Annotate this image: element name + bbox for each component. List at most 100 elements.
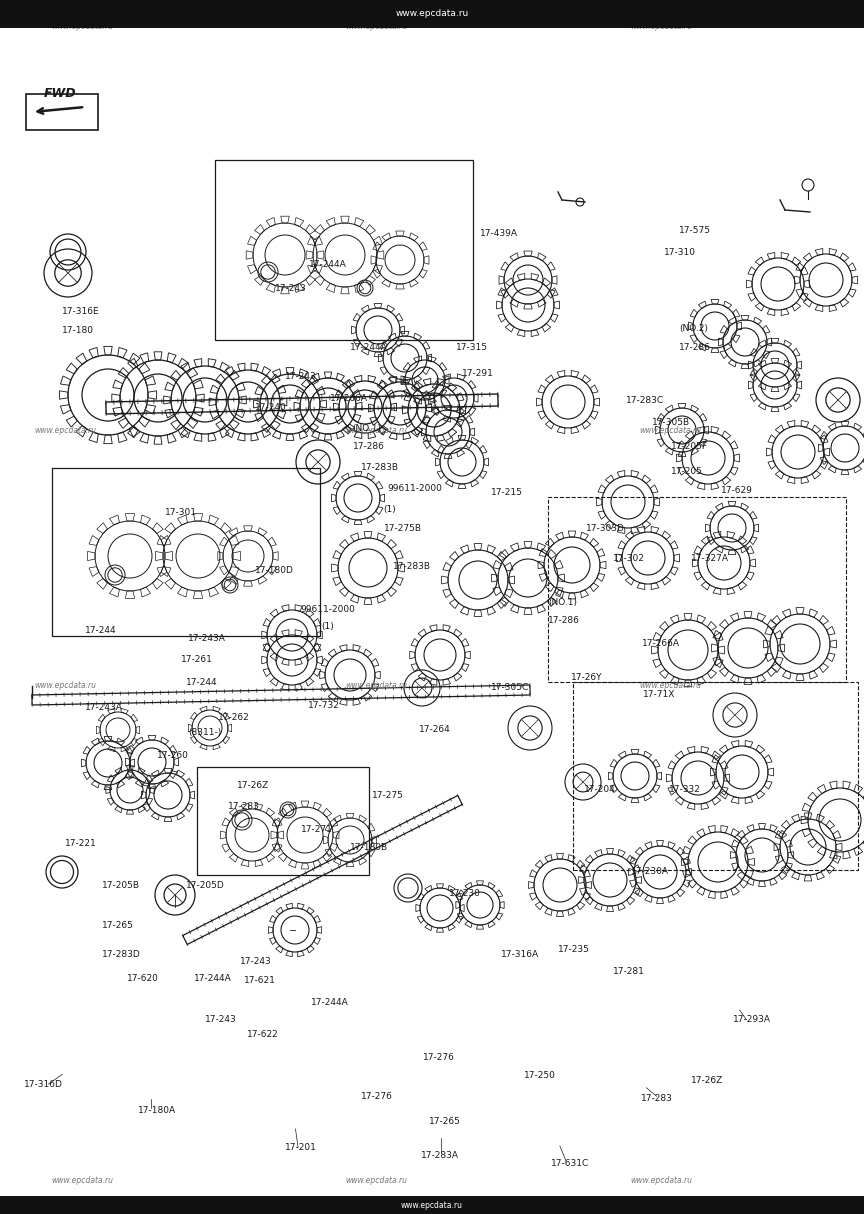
Text: (1): (1)	[321, 622, 334, 631]
Text: 17-293A: 17-293A	[733, 1015, 771, 1025]
Text: 17-221: 17-221	[65, 839, 97, 849]
Text: 17-240: 17-240	[255, 403, 287, 413]
Text: 17-286: 17-286	[679, 342, 711, 352]
Text: 17-244: 17-244	[85, 625, 117, 635]
Text: 17-332: 17-332	[669, 784, 701, 794]
Text: 17-271: 17-271	[301, 824, 333, 834]
Text: www.epcdata.ru: www.epcdata.ru	[346, 426, 408, 436]
Text: 17-283: 17-283	[228, 801, 260, 811]
Text: 17-243: 17-243	[240, 957, 272, 966]
Text: 17-283: 17-283	[641, 1094, 673, 1104]
Text: 17-275B: 17-275B	[384, 523, 422, 533]
Text: 17-230: 17-230	[449, 889, 481, 898]
Bar	[197, 767, 369, 875]
Text: www.epcdata.ru: www.epcdata.ru	[346, 681, 408, 691]
Text: 17-265: 17-265	[429, 1117, 461, 1127]
Text: 17-631C: 17-631C	[551, 1158, 589, 1168]
Text: 17-243: 17-243	[275, 284, 307, 294]
Text: 17-266A: 17-266A	[642, 639, 680, 648]
Text: 17-275: 17-275	[372, 790, 403, 800]
Text: 17-235: 17-235	[558, 944, 590, 954]
Text: 17-201: 17-201	[285, 1142, 317, 1152]
Text: 17-260: 17-260	[157, 750, 189, 760]
Text: 17-250: 17-250	[524, 1071, 556, 1080]
Text: 17-327A: 17-327A	[691, 554, 729, 563]
Text: (1): (1)	[384, 505, 397, 515]
Text: 17-26Y: 17-26Y	[571, 673, 602, 682]
Text: 17-620: 17-620	[127, 974, 159, 983]
Text: (8311-): (8311-)	[188, 727, 221, 737]
Bar	[52, 469, 320, 636]
Text: FWD: FWD	[44, 87, 76, 100]
Text: 17-621: 17-621	[244, 976, 276, 986]
Text: 17-205F: 17-205F	[670, 442, 708, 452]
Text: 17-301: 17-301	[165, 507, 197, 517]
Text: 17-283D: 17-283D	[102, 949, 141, 959]
Text: 17-180B: 17-180B	[350, 843, 388, 852]
Text: www.epcdata.ru: www.epcdata.ru	[639, 426, 702, 436]
Text: 17-244: 17-244	[186, 677, 218, 687]
Text: www.epcdata.ru: www.epcdata.ru	[631, 22, 693, 32]
Text: 17-732: 17-732	[308, 700, 340, 710]
Text: 17-262: 17-262	[218, 713, 250, 722]
Text: www.epcdata.ru: www.epcdata.ru	[639, 681, 702, 691]
Bar	[0, 0, 864, 28]
Bar	[215, 160, 473, 340]
Text: (NO.1): (NO.1)	[548, 597, 577, 607]
Text: 17-266A: 17-266A	[330, 393, 368, 403]
Text: 99611-2000: 99611-2000	[301, 605, 356, 614]
Text: 17-305B: 17-305B	[651, 418, 689, 427]
Text: 17-316A: 17-316A	[501, 949, 539, 959]
Text: 17-439A: 17-439A	[480, 228, 518, 238]
Text: 17-205B: 17-205B	[102, 880, 140, 890]
Bar	[573, 682, 858, 870]
Text: www.epcdata.ru: www.epcdata.ru	[346, 1175, 408, 1185]
Text: 17-283C: 17-283C	[626, 396, 664, 405]
Text: 17-283B: 17-283B	[393, 562, 431, 572]
Text: www.epcdata.ru: www.epcdata.ru	[52, 22, 114, 32]
Text: 17-315: 17-315	[456, 342, 488, 352]
Bar	[0, 1196, 864, 1214]
Text: 17-205D: 17-205D	[186, 880, 225, 890]
Text: 17-303D: 17-303D	[586, 523, 625, 533]
Text: 17-264: 17-264	[419, 725, 451, 734]
Text: 17-180: 17-180	[62, 325, 94, 335]
Text: 17-316E: 17-316E	[62, 307, 100, 317]
Text: www.epcdata.ru: www.epcdata.ru	[52, 1175, 114, 1185]
Text: 17-244A: 17-244A	[194, 974, 232, 983]
Text: 17-283A: 17-283A	[421, 1151, 459, 1161]
Text: 17-286: 17-286	[548, 615, 580, 625]
Text: 17-622: 17-622	[247, 1029, 279, 1039]
Text: 17-180A: 17-180A	[138, 1106, 176, 1116]
Text: 17-286: 17-286	[353, 442, 384, 452]
Text: 17-575: 17-575	[679, 226, 711, 236]
Text: 17-180D: 17-180D	[255, 566, 294, 575]
Text: 17-244A: 17-244A	[311, 998, 349, 1008]
Text: 17-26Z: 17-26Z	[691, 1076, 723, 1085]
Text: 17-305C: 17-305C	[491, 682, 529, 692]
Text: 17-243A: 17-243A	[85, 703, 123, 713]
Text: 17-230A: 17-230A	[631, 867, 669, 877]
Text: 17-316D: 17-316D	[24, 1079, 63, 1089]
Text: 17-310: 17-310	[664, 248, 696, 257]
Text: 17-265: 17-265	[102, 920, 134, 930]
Text: 17-276: 17-276	[361, 1091, 393, 1101]
Text: 17-243A: 17-243A	[188, 634, 226, 643]
Text: 17-205: 17-205	[670, 466, 702, 476]
Text: www.epcdata.ru: www.epcdata.ru	[35, 426, 97, 436]
Text: 17-276: 17-276	[423, 1053, 455, 1062]
Text: 17-244A: 17-244A	[309, 260, 347, 270]
Text: 17-243: 17-243	[205, 1015, 237, 1025]
Text: www.epcdata.ru: www.epcdata.ru	[35, 681, 97, 691]
Text: www.epcdata.ru: www.epcdata.ru	[401, 1201, 463, 1209]
Text: (NO.1): (NO.1)	[353, 424, 382, 433]
Text: 17-291: 17-291	[462, 369, 494, 379]
Text: 17-215: 17-215	[491, 488, 523, 498]
Text: 17-629: 17-629	[721, 486, 753, 495]
Text: 17-243: 17-243	[285, 371, 317, 381]
Bar	[548, 497, 846, 682]
Text: 17-281: 17-281	[613, 966, 645, 976]
Text: www.epcdata.ru: www.epcdata.ru	[631, 1175, 693, 1185]
Text: 17-71X: 17-71X	[643, 690, 675, 699]
Text: 17-261: 17-261	[181, 654, 213, 664]
